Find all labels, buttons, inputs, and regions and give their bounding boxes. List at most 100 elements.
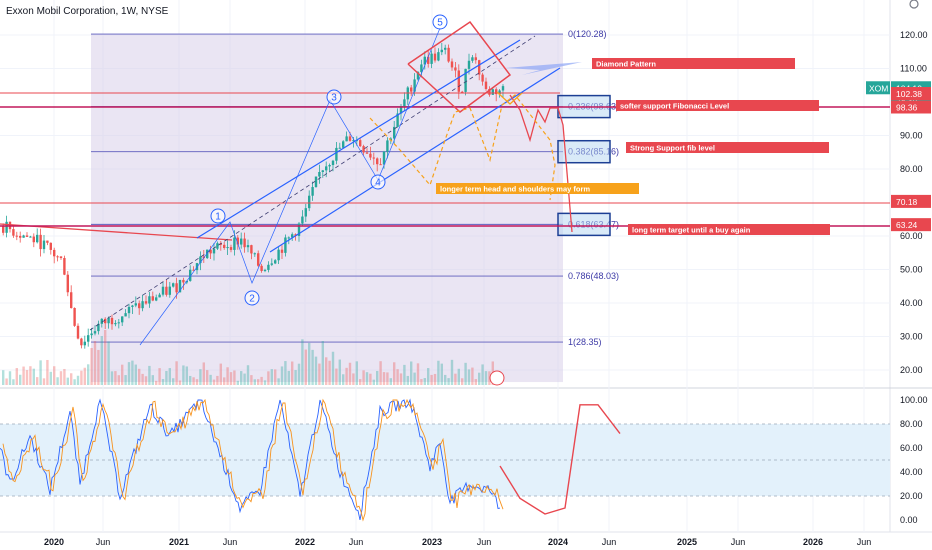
candle-body [134, 303, 137, 306]
candle-body [138, 303, 141, 309]
candle-body [308, 195, 311, 209]
candle-body [100, 318, 103, 324]
candle-body [53, 249, 56, 257]
price-tick-label: 50.00 [900, 265, 923, 275]
candle-body [56, 256, 59, 258]
annotation-box [628, 224, 830, 235]
candle-body [165, 286, 168, 295]
volume-bar [240, 371, 243, 385]
volume-bar [267, 371, 270, 385]
volume-bar [406, 375, 409, 385]
volume-bar [420, 379, 423, 385]
volume-bar [308, 342, 311, 385]
volume-bar [345, 367, 348, 385]
volume-bar [185, 366, 188, 385]
candle-body [97, 323, 100, 332]
symbol-tag [866, 81, 890, 95]
volume-bar [15, 368, 18, 385]
candle-body [80, 338, 83, 346]
volume-bar [304, 349, 307, 385]
candle-body [372, 157, 375, 159]
volume-bar [80, 370, 83, 385]
wave-marker [244, 290, 260, 306]
volume-bar [447, 378, 450, 385]
candle-body [260, 265, 263, 271]
volume-bar [151, 375, 154, 385]
candle-body [229, 247, 233, 250]
volume-bar [457, 368, 460, 385]
candle-body [478, 60, 481, 75]
volume-bar [352, 373, 355, 385]
price-tick-label: 20.00 [900, 365, 923, 375]
volume-bar [49, 371, 52, 385]
fib-highlight-box [557, 212, 611, 237]
annotation-text: long term target until a buy again [632, 226, 751, 235]
volume-bar [182, 365, 185, 385]
time-tick-label: Jun [731, 537, 746, 547]
volume-bar [294, 370, 297, 385]
volume-bar [127, 362, 131, 385]
volume-bar [478, 372, 481, 385]
chart-title: Exxon Mobil Corporation, 1W, NYSE [6, 6, 169, 17]
time-tick-label: 2024 [548, 537, 568, 547]
volume-bar [365, 372, 369, 385]
settings-gear-icon[interactable] [909, 0, 919, 9]
fibonacci-retracement: 0(120.28)0.236(98.63)0.382(85.16)0.618(6… [91, 29, 619, 383]
volume-bar [437, 360, 440, 385]
volume-bar [376, 370, 379, 385]
volume-bar [318, 363, 321, 385]
volume-bar [202, 362, 205, 385]
volume-bar [8, 371, 12, 385]
volume-bar [199, 369, 202, 385]
time-tick-label: 2020 [44, 537, 64, 547]
candle-body [178, 279, 182, 293]
price-tag-text: 98.36 [896, 102, 918, 112]
candle-body [433, 53, 437, 61]
candle-body [376, 158, 379, 165]
volume-bar [233, 370, 236, 385]
candle-body [291, 234, 294, 238]
time-tick-label: Jun [602, 537, 617, 547]
candle-body [182, 279, 185, 283]
candle-body [189, 269, 192, 281]
candle-body [481, 74, 484, 82]
volume-bar [165, 370, 168, 385]
volume-bar [369, 373, 372, 385]
volume-bar [471, 367, 474, 385]
stochastic-k-line [0, 398, 501, 521]
volume-bar [488, 371, 491, 385]
candle-body [110, 317, 114, 325]
volume-bar [39, 360, 42, 385]
volume-bar [297, 363, 301, 385]
volume-bar [359, 379, 362, 385]
elliott-wave-path [139, 27, 441, 346]
candle-body [488, 89, 491, 95]
volume-bar [19, 374, 22, 385]
candle-body [32, 236, 35, 243]
candle-body [168, 286, 171, 295]
volume-bar [195, 379, 199, 385]
candle-body [325, 166, 328, 171]
candle-body [250, 245, 253, 254]
candle-body [175, 283, 178, 293]
candle-body [416, 72, 420, 80]
candle-body [151, 296, 154, 301]
volume-bar [355, 361, 358, 385]
candle-body [83, 341, 86, 346]
volume-bar [311, 349, 314, 385]
volume-bar [444, 374, 447, 385]
candle-body [444, 47, 447, 50]
price-tick-label: 120.00 [900, 30, 928, 40]
volume-bar [175, 361, 178, 385]
candle-body [70, 292, 73, 308]
annotation-box [592, 58, 795, 69]
volume-bar [467, 369, 471, 385]
candle-body [413, 79, 416, 92]
candle-body [87, 335, 90, 342]
time-tick-label: 2025 [677, 537, 697, 547]
candle-body [450, 61, 454, 68]
candle-body [263, 269, 267, 271]
volume-bar [416, 363, 420, 385]
candle-body [233, 237, 236, 250]
